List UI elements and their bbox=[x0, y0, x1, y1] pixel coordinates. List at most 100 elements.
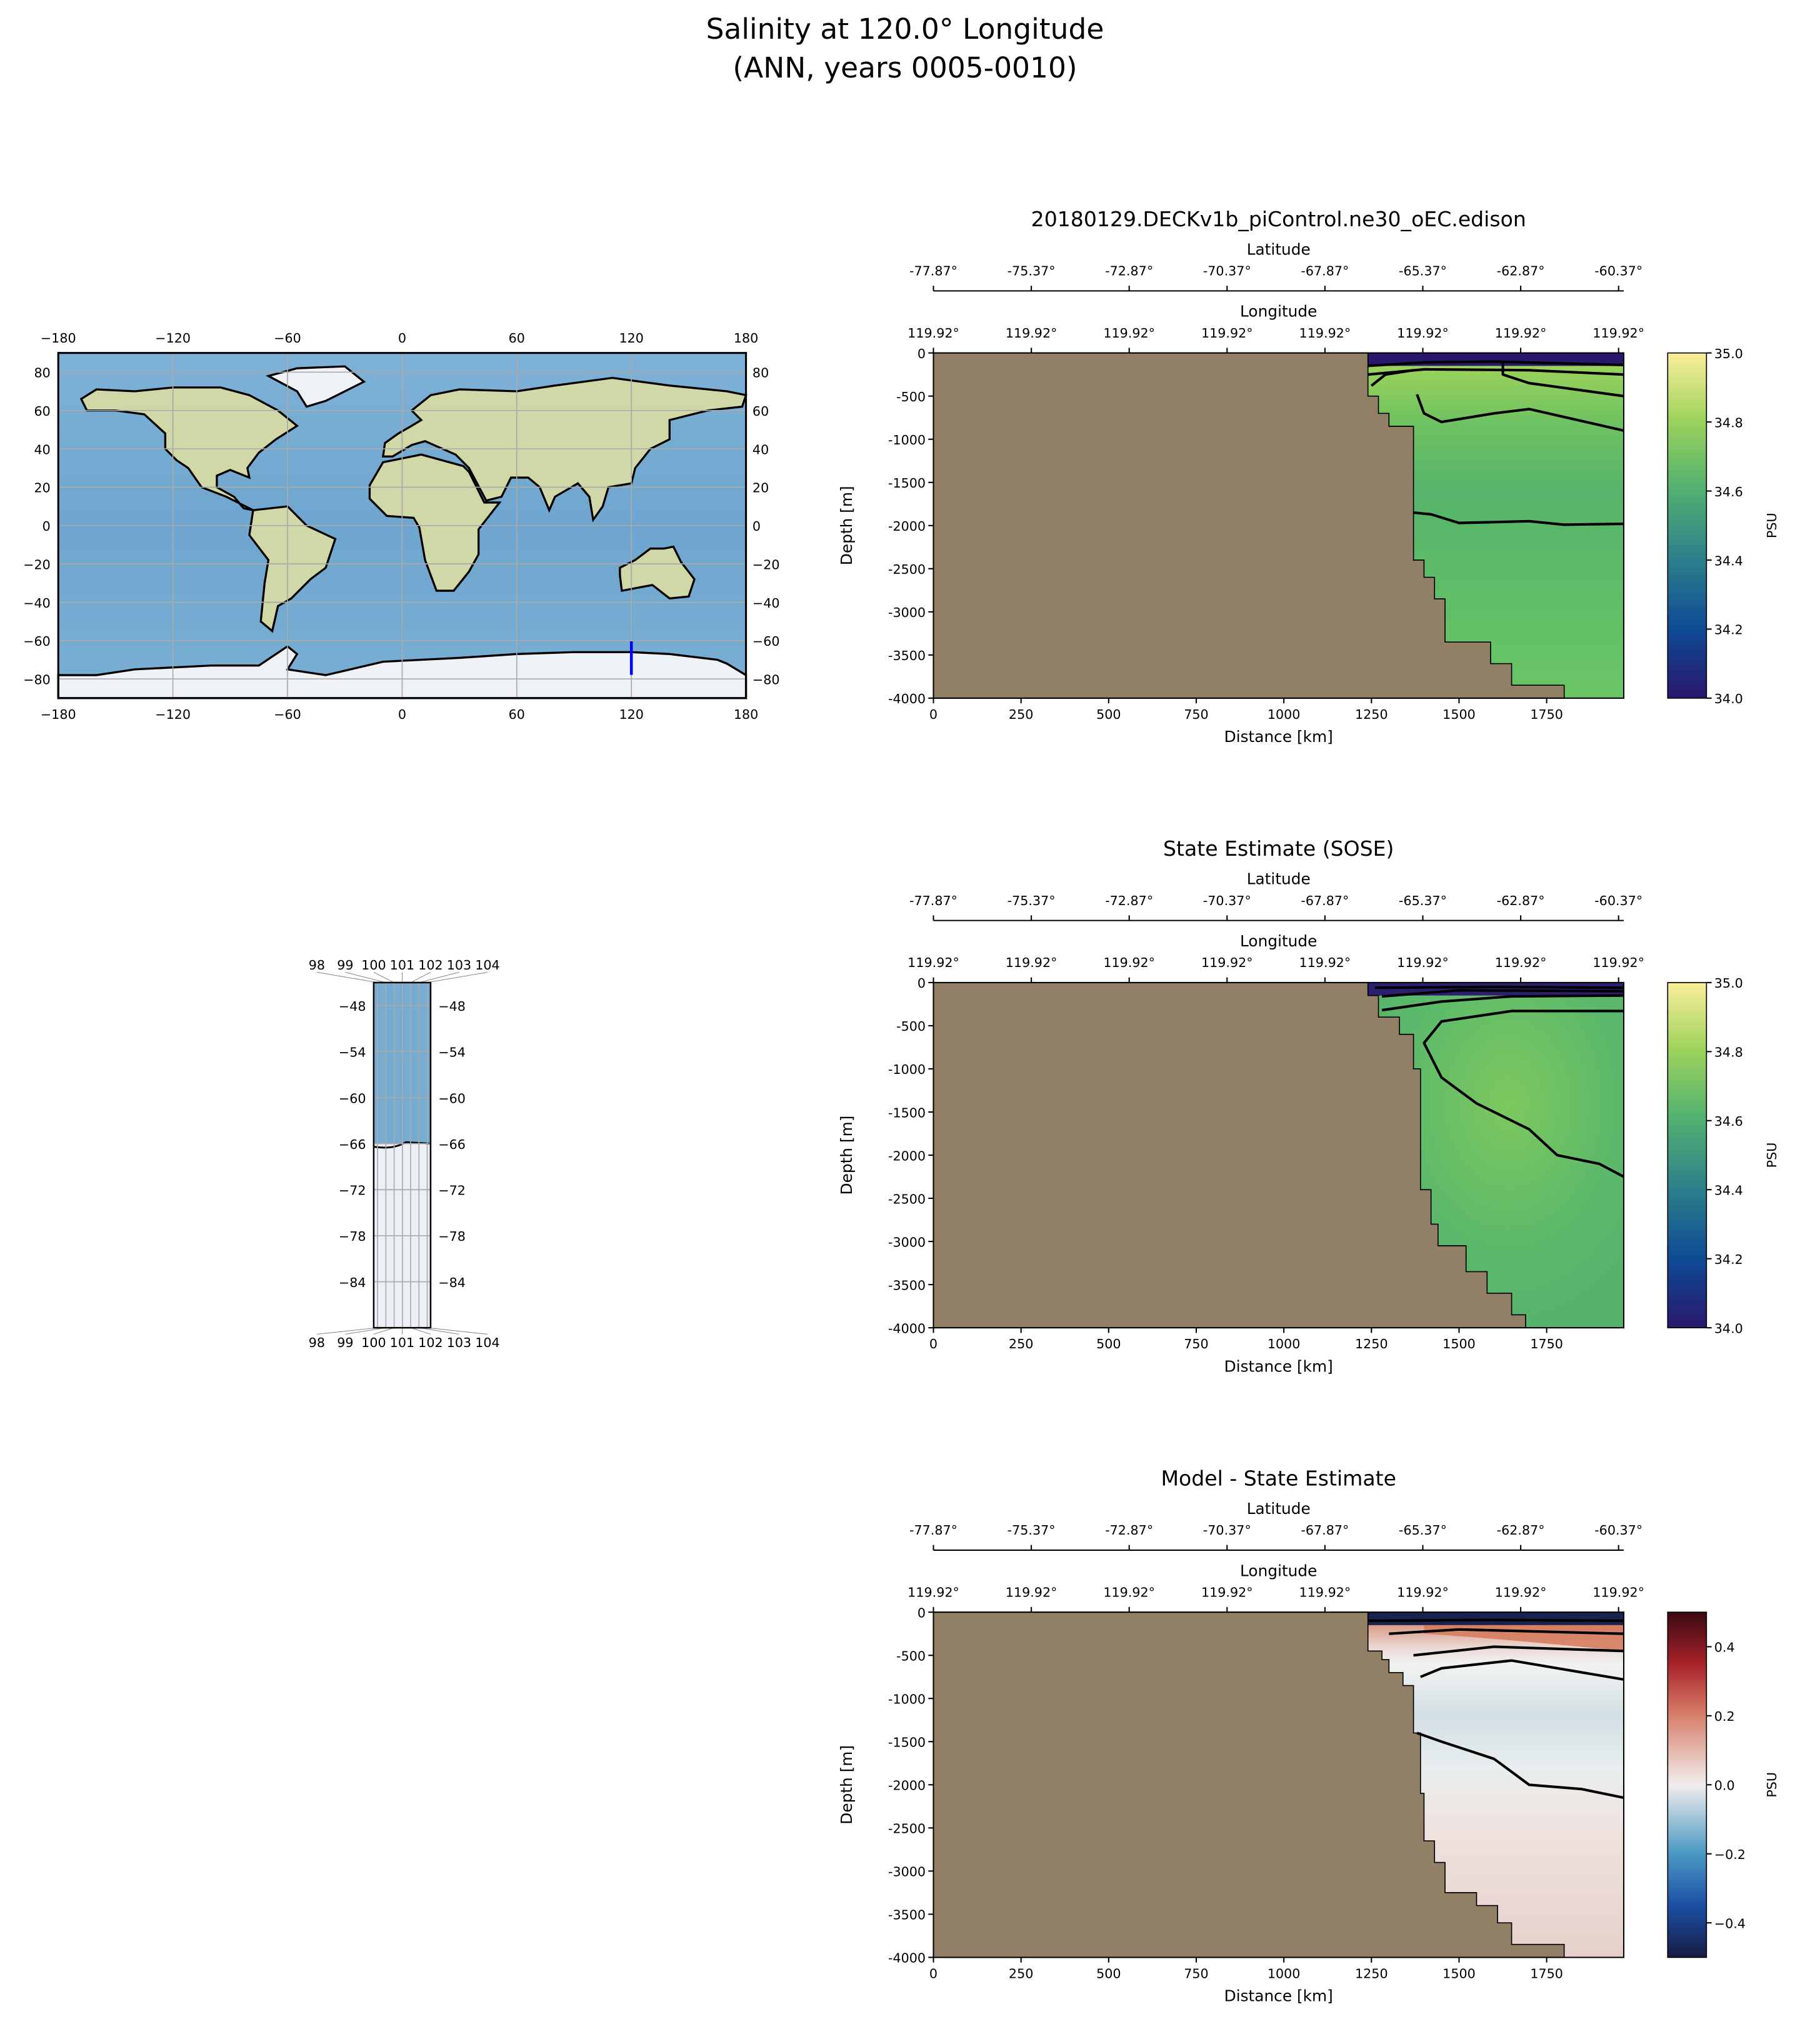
y-tick-label: -500 bbox=[896, 389, 926, 404]
lon-tick-label-bottom: 180 bbox=[734, 707, 758, 722]
continent-australia bbox=[619, 545, 696, 600]
lon-tick-label: 119.92° bbox=[1201, 955, 1253, 970]
colorbar-tick-label: 34.6 bbox=[1714, 1114, 1743, 1129]
x-tick-label: 750 bbox=[1184, 707, 1208, 722]
colorbar-tick-label: 34.0 bbox=[1714, 1321, 1743, 1336]
x-tick-label: 250 bbox=[1009, 1966, 1033, 1981]
y-tick-label: 0 bbox=[918, 346, 926, 361]
panel-title: State Estimate (SOSE) bbox=[1163, 836, 1394, 861]
inset-lat-tick-left: −60 bbox=[339, 1091, 366, 1106]
lat-tick-label: -67.87° bbox=[1301, 1523, 1349, 1538]
colorbar-tick-label: 0.0 bbox=[1714, 1778, 1735, 1793]
x-tick-label: 500 bbox=[1096, 1966, 1121, 1981]
contour-line bbox=[1374, 985, 1624, 989]
lat-tick-label-left: 80 bbox=[34, 366, 51, 381]
lat-tick-label-left: 40 bbox=[34, 442, 51, 457]
x-tick-label: 500 bbox=[1096, 707, 1121, 722]
lon-tick-label: 119.92° bbox=[908, 955, 959, 970]
lat-tick-label-right: 0 bbox=[752, 519, 761, 534]
panel-title: 20180129.DECKv1b_piControl.ne30_oEC.edis… bbox=[1031, 207, 1526, 231]
lat-tick-label-right: −20 bbox=[752, 557, 780, 572]
x-tick-label: 0 bbox=[929, 1336, 938, 1351]
y-tick-label: -3000 bbox=[888, 605, 926, 620]
inset-lon-tick-leader-top bbox=[345, 971, 386, 983]
contour-line bbox=[1381, 994, 1624, 1012]
lat-tick-label-right: −60 bbox=[752, 634, 780, 649]
map-frame bbox=[57, 352, 748, 699]
contour-line bbox=[1368, 1618, 1624, 1623]
y-tick-label: -3500 bbox=[888, 648, 926, 663]
y-axis-label: Depth [m] bbox=[838, 486, 856, 565]
lon-tick-label: 119.92° bbox=[1495, 955, 1547, 970]
inset-lon-tick-leader-top bbox=[419, 971, 459, 983]
inset-lat-tick-right: −66 bbox=[438, 1137, 466, 1152]
x-tick-label: 750 bbox=[1184, 1966, 1208, 1981]
contour-line bbox=[1413, 511, 1624, 526]
inset-lon-tick-leader-bottom bbox=[419, 1327, 459, 1335]
y-tick-label: -3000 bbox=[888, 1865, 926, 1880]
x-tick-label: 0 bbox=[929, 1966, 938, 1981]
lon-tick-label-bottom: −60 bbox=[274, 707, 301, 722]
lon-tick-label: 119.92° bbox=[1103, 1585, 1155, 1600]
lat-tick-label: -72.87° bbox=[1105, 893, 1153, 908]
y-tick-label: -1500 bbox=[888, 1735, 926, 1750]
colorbar-tick-label: 0.4 bbox=[1714, 1640, 1735, 1655]
lon-tick-label-bottom: −120 bbox=[155, 707, 191, 722]
x-tick-label: 1500 bbox=[1442, 707, 1476, 722]
colorbar-tick-label: −0.4 bbox=[1714, 1916, 1746, 1931]
contour-line bbox=[1368, 360, 1624, 368]
x-tick-label: 1750 bbox=[1530, 1966, 1563, 1981]
x-tick-label: 0 bbox=[929, 707, 938, 722]
latitude-axis-label: Latitude bbox=[1247, 240, 1311, 258]
lat-tick-label: -75.37° bbox=[1008, 264, 1056, 279]
inset-lon-tick-leader-bottom bbox=[373, 1327, 394, 1335]
lat-tick-label: -67.87° bbox=[1301, 264, 1349, 279]
lon-tick-label-bottom: −180 bbox=[41, 707, 76, 722]
inset-lat-tick-right: −84 bbox=[438, 1275, 466, 1290]
lat-tick-label-right: 20 bbox=[752, 481, 769, 496]
inset-lon-tick-bottom: 101 bbox=[390, 1335, 414, 1350]
x-tick-label: 500 bbox=[1096, 1336, 1121, 1351]
lon-tick-label-top: 180 bbox=[734, 331, 758, 346]
y-tick-label: -3000 bbox=[888, 1235, 926, 1250]
y-tick-label: -1000 bbox=[888, 1692, 926, 1707]
contour-line bbox=[1416, 1731, 1624, 1800]
x-tick-label: 1000 bbox=[1268, 707, 1301, 722]
longitude-axis-label: Longitude bbox=[1240, 1561, 1317, 1580]
lon-tick-label-top: 60 bbox=[509, 331, 525, 346]
colorbar-tick-label: 0.2 bbox=[1714, 1709, 1735, 1724]
x-tick-label: 1750 bbox=[1530, 1336, 1563, 1351]
lon-tick-label: 119.92° bbox=[1103, 955, 1155, 970]
lat-tick-label: -77.87° bbox=[909, 264, 958, 279]
contour-line bbox=[1420, 1659, 1624, 1681]
y-tick-label: -2500 bbox=[888, 1191, 926, 1206]
y-tick-label: -3500 bbox=[888, 1908, 926, 1923]
colorbar-tick-label: 34.0 bbox=[1714, 691, 1743, 706]
lat-tick-label: -75.37° bbox=[1008, 893, 1056, 908]
x-tick-label: 1750 bbox=[1530, 707, 1563, 722]
lon-tick-label: 119.92° bbox=[1201, 326, 1253, 341]
continent-greenland bbox=[266, 365, 366, 408]
lat-tick-label: -70.37° bbox=[1203, 893, 1251, 908]
lat-tick-label: -60.37° bbox=[1594, 1523, 1642, 1538]
x-tick-label: 250 bbox=[1009, 1336, 1033, 1351]
lat-tick-label: -70.37° bbox=[1203, 264, 1251, 279]
colorbar-tick-label: 34.4 bbox=[1714, 1183, 1743, 1198]
lon-tick-label: 119.92° bbox=[1006, 1585, 1058, 1600]
latitude-axis-label: Latitude bbox=[1247, 870, 1311, 888]
inset-lat-tick-left: −66 bbox=[339, 1137, 366, 1152]
inset-lon-tick-bottom: 103 bbox=[447, 1335, 471, 1350]
inset-frame bbox=[372, 981, 432, 1329]
inset-lon-tick-bottom: 100 bbox=[361, 1335, 386, 1350]
inset-lat-tick-right: −48 bbox=[438, 999, 466, 1014]
latitude-axis-label: Latitude bbox=[1247, 1500, 1311, 1518]
inset-lat-tick-right: −72 bbox=[438, 1183, 466, 1198]
inset-lon-tick-leader-top bbox=[373, 971, 394, 983]
lat-tick-label-left: −60 bbox=[23, 634, 51, 649]
x-tick-label: 1000 bbox=[1268, 1336, 1301, 1351]
bathymetry-land-mask bbox=[932, 352, 1565, 699]
lon-tick-label: 119.92° bbox=[908, 326, 959, 341]
figure-title-line2: (ANN, years 0005-0010) bbox=[732, 51, 1077, 84]
lat-tick-label: -67.87° bbox=[1301, 893, 1349, 908]
inset-lon-tick-top: 102 bbox=[418, 958, 442, 973]
